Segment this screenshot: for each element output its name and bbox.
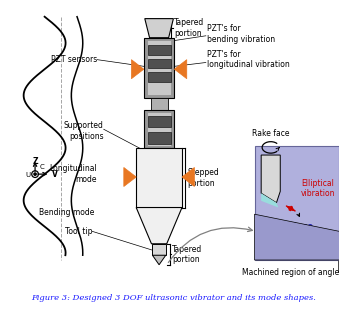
Polygon shape bbox=[254, 145, 339, 260]
Polygon shape bbox=[152, 244, 166, 255]
Text: V: V bbox=[52, 170, 58, 179]
Polygon shape bbox=[174, 60, 187, 79]
Polygon shape bbox=[124, 168, 136, 187]
Polygon shape bbox=[148, 132, 170, 144]
Text: Longitudinal
mode: Longitudinal mode bbox=[49, 164, 97, 184]
Text: Figure 3: Designed 3 DOF ultrasonic vibrator and its mode shapes.: Figure 3: Designed 3 DOF ultrasonic vibr… bbox=[31, 294, 316, 302]
Polygon shape bbox=[145, 19, 174, 38]
Polygon shape bbox=[261, 193, 278, 207]
Text: Tool tip: Tool tip bbox=[65, 227, 92, 236]
Text: PZT's for
longitudinal vibration: PZT's for longitudinal vibration bbox=[207, 50, 289, 69]
Polygon shape bbox=[136, 207, 182, 244]
Polygon shape bbox=[182, 168, 194, 187]
Text: Tapered
portion: Tapered portion bbox=[174, 18, 205, 38]
Polygon shape bbox=[148, 59, 170, 68]
Polygon shape bbox=[151, 98, 168, 110]
Polygon shape bbox=[148, 116, 170, 127]
Polygon shape bbox=[152, 255, 166, 265]
Polygon shape bbox=[144, 38, 174, 98]
Text: Rake face: Rake face bbox=[252, 129, 289, 138]
Text: Elliptical
vibration: Elliptical vibration bbox=[301, 179, 336, 198]
Text: PZT's for
bending vibration: PZT's for bending vibration bbox=[207, 24, 275, 44]
Polygon shape bbox=[261, 155, 280, 203]
Polygon shape bbox=[148, 45, 170, 55]
Text: Workpiece: Workpiece bbox=[264, 222, 314, 231]
Text: Bending mode: Bending mode bbox=[39, 208, 94, 217]
Text: PZT sensors: PZT sensors bbox=[51, 55, 97, 64]
Polygon shape bbox=[148, 41, 170, 95]
Polygon shape bbox=[136, 149, 182, 207]
Text: Z: Z bbox=[32, 157, 38, 166]
Polygon shape bbox=[148, 113, 170, 145]
Polygon shape bbox=[254, 214, 339, 260]
Polygon shape bbox=[132, 60, 144, 79]
Circle shape bbox=[34, 173, 36, 175]
Text: Stepped
portion: Stepped portion bbox=[188, 168, 219, 188]
Text: Machined region of angle: Machined region of angle bbox=[242, 268, 339, 277]
Text: Supported
positions: Supported positions bbox=[64, 121, 104, 141]
Polygon shape bbox=[144, 110, 174, 149]
Text: C: C bbox=[40, 164, 45, 170]
Text: U: U bbox=[25, 172, 30, 178]
Polygon shape bbox=[148, 72, 170, 81]
FancyArrowPatch shape bbox=[168, 227, 252, 262]
Text: Tapered
portion: Tapered portion bbox=[172, 245, 203, 264]
